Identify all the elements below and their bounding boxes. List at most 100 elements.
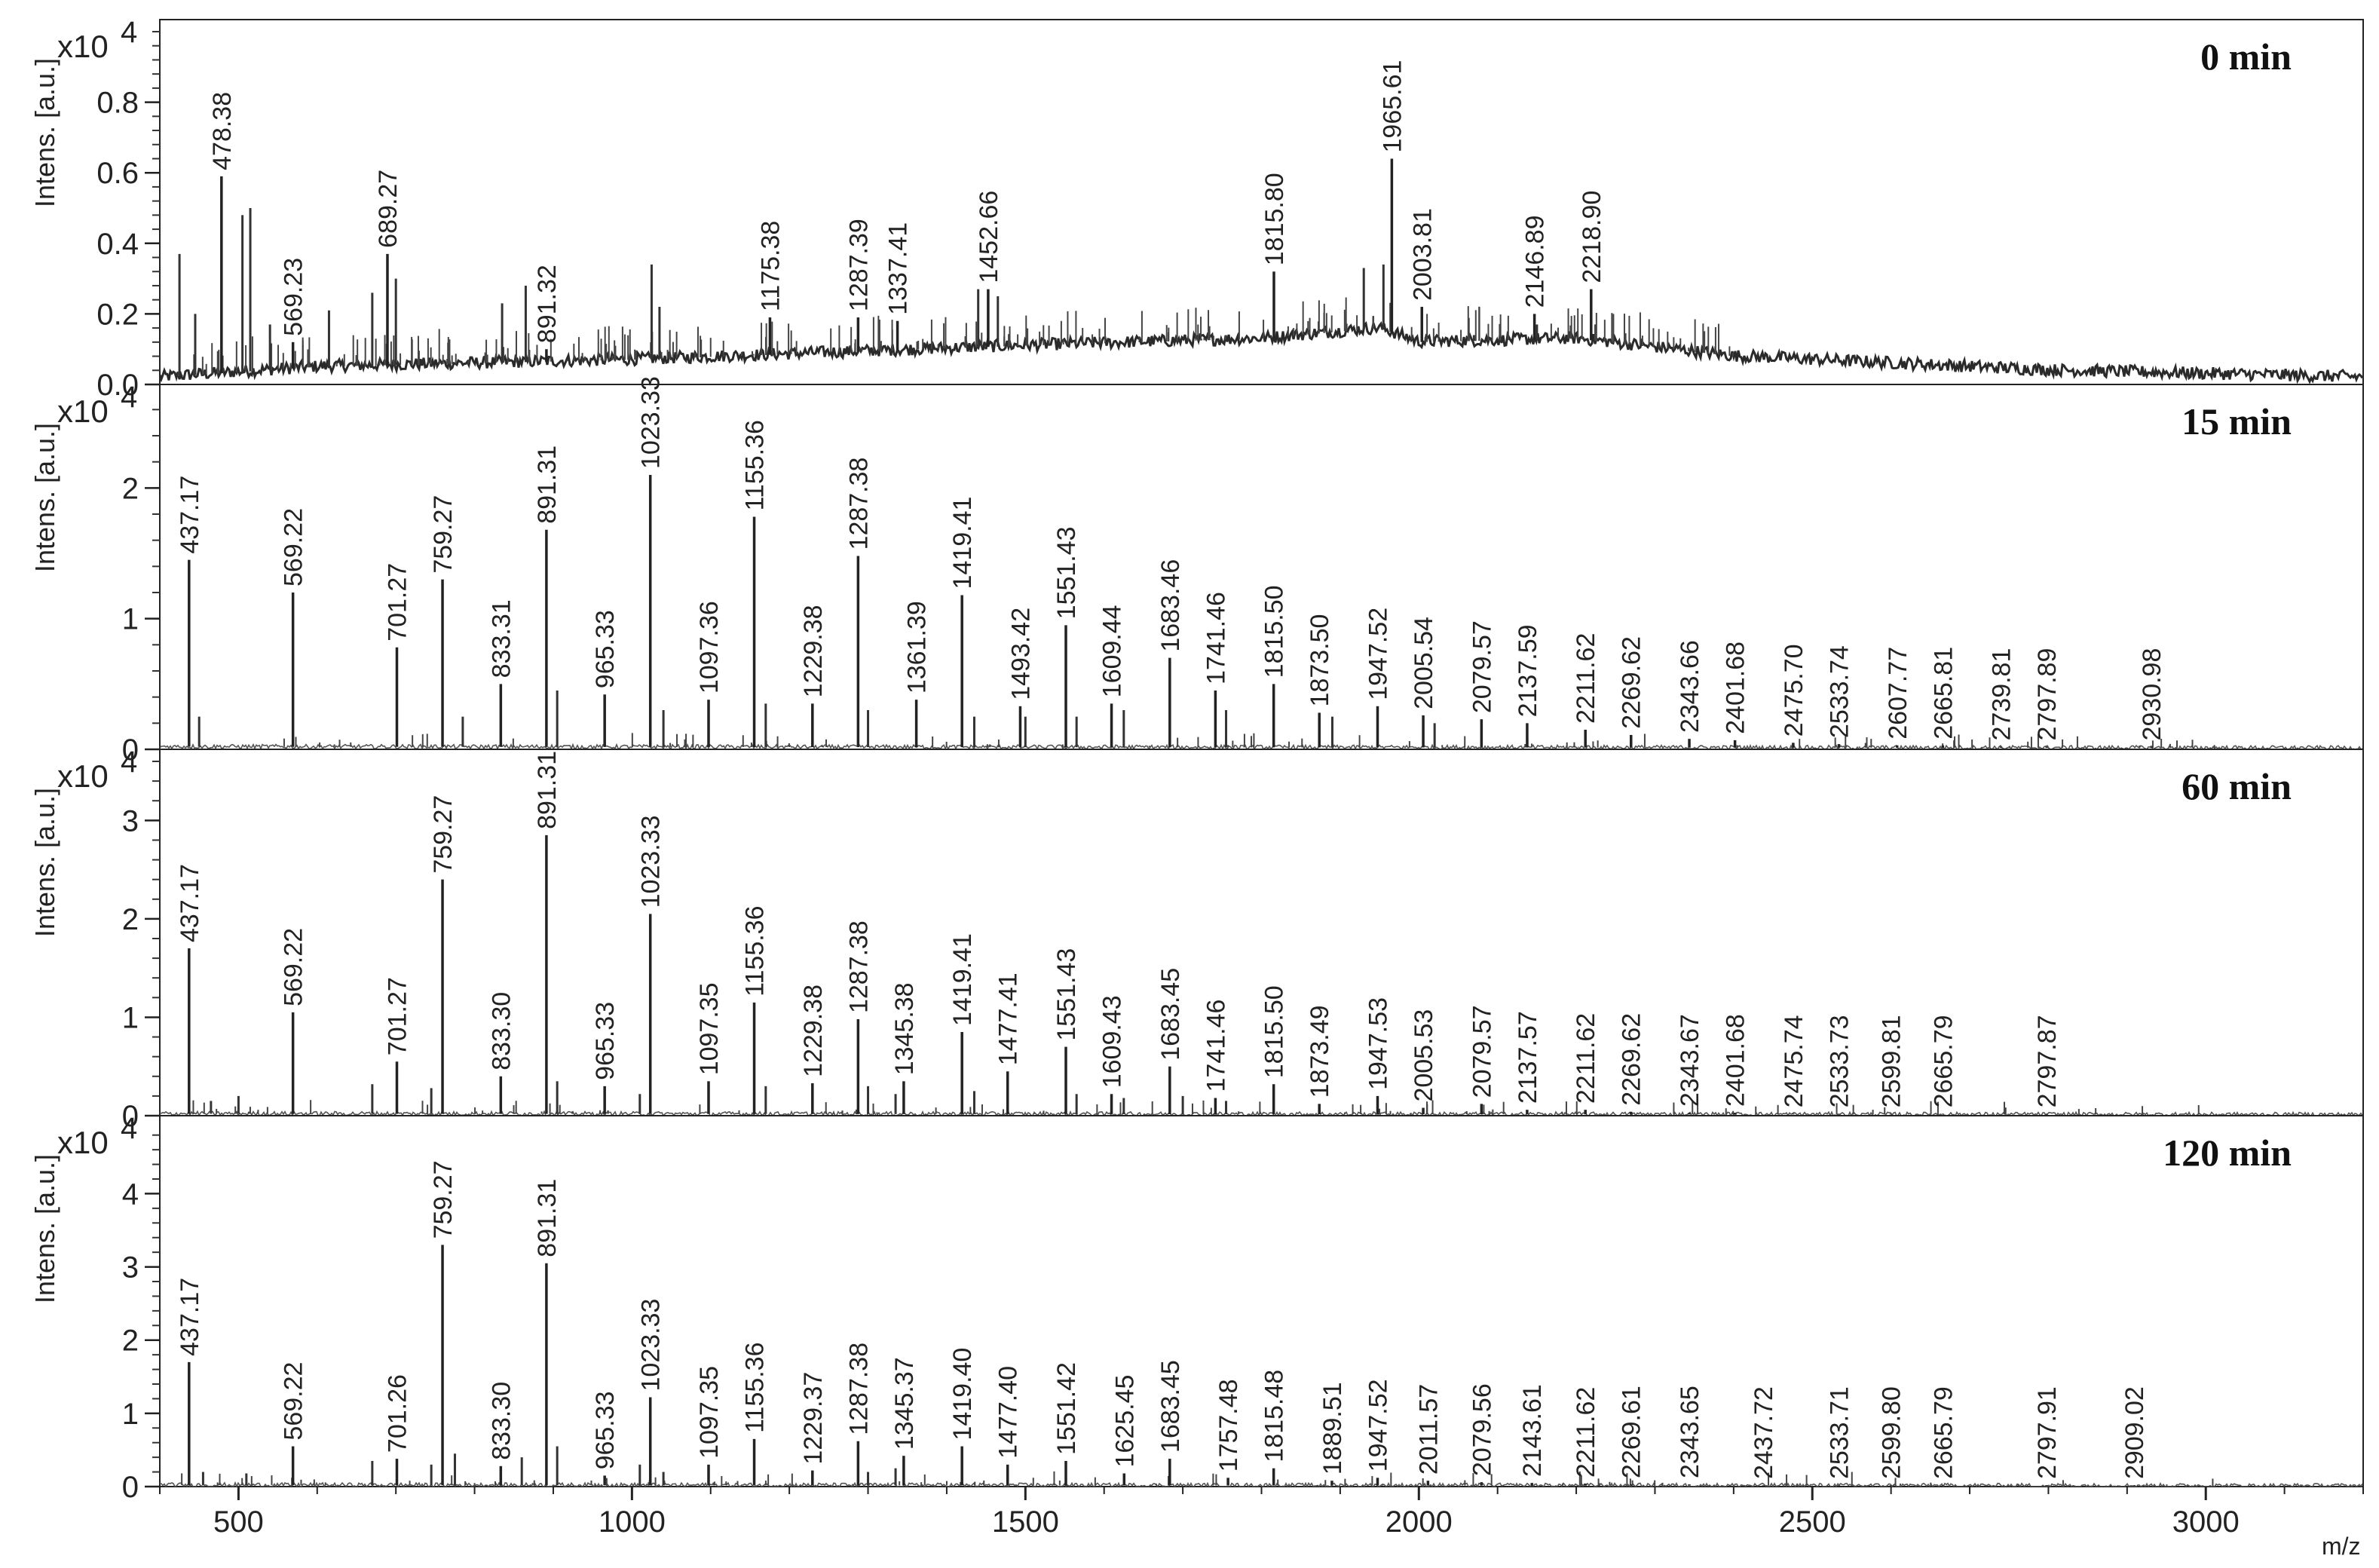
peak-label: 1097.35 <box>695 1366 724 1459</box>
peak-label: 2475.74 <box>1780 1015 1808 1107</box>
peak-label: 1947.52 <box>1364 1379 1393 1472</box>
x-tick-label: 3000 <box>2172 1505 2240 1539</box>
peak-label: 1097.36 <box>695 601 724 694</box>
y-multiplier-exponent: 4 <box>121 381 137 414</box>
peak-label: 1287.39 <box>844 219 873 311</box>
y-tick-label: 0 <box>122 733 139 767</box>
peak-label: 2269.62 <box>1618 1013 1646 1106</box>
peak-label: 2599.81 <box>1877 1015 1906 1107</box>
peak-label: 2005.54 <box>1410 617 1438 709</box>
peak-label: 1155.36 <box>741 420 770 510</box>
peak-label: 2797.89 <box>2033 648 2062 741</box>
y-multiplier: x10 <box>57 758 109 794</box>
peak-label: 2143.61 <box>1518 1384 1547 1477</box>
y-tick-label: 0.8 <box>96 87 139 120</box>
peak-label: 2930.98 <box>2138 648 2166 741</box>
peak-label: 1965.61 <box>1378 60 1407 153</box>
peak-label: 891.31 <box>533 446 562 524</box>
peak-label: 1625.45 <box>1110 1375 1139 1468</box>
peak-label: 2146.89 <box>1521 215 1550 308</box>
peak-label: 2137.57 <box>1514 1011 1542 1104</box>
peak-label: 1683.46 <box>1156 559 1185 652</box>
peak-label: 965.33 <box>591 1002 620 1080</box>
peak-label: 2607.77 <box>1884 647 1912 740</box>
peak-label: 891.32 <box>533 265 562 343</box>
spectrum-panel-1: 0 1 2 Intens. [a.u.]x10 4 15 min 437.17 569.22 7… <box>29 376 2364 767</box>
peak-label: 1155.36 <box>741 905 770 996</box>
y-multiplier-exponent: 4 <box>121 746 137 779</box>
y-multiplier: x10 <box>57 394 109 429</box>
peak-label: 1175.38 <box>756 221 785 311</box>
peak-label: 1889.51 <box>1318 1382 1347 1475</box>
peak-label: 1287.38 <box>844 458 873 550</box>
peak-label: 1229.37 <box>799 1372 828 1465</box>
peak-label: 2211.62 <box>1572 1387 1600 1478</box>
y-tick-label: 2 <box>122 1325 139 1358</box>
y-tick-label: 2 <box>122 903 139 936</box>
y-tick-label: 1 <box>122 1001 139 1034</box>
x-tick-label: 2500 <box>1779 1505 1846 1539</box>
peak-label: 1477.40 <box>994 1366 1023 1459</box>
peak-label: 2475.70 <box>1780 644 1808 737</box>
peak-label: 1345.38 <box>890 982 919 1075</box>
y-tick-label: 0 <box>122 1100 139 1133</box>
peak-label: 891.31 <box>533 1179 562 1257</box>
spectrum-panel-0: 0.0 0.2 0.4 0.6 0.8 Intens. [a.u.]x10 4 0 min 47… <box>29 16 2364 402</box>
peak-label: 1683.45 <box>1156 968 1185 1061</box>
y-axis-label: Intens. [a.u.] <box>29 1154 60 1303</box>
peak-label: 2343.65 <box>1676 1386 1704 1478</box>
peak-label: 1947.53 <box>1364 997 1393 1090</box>
y-multiplier: x10 <box>57 1125 109 1160</box>
y-multiplier-exponent: 4 <box>121 16 137 49</box>
peak-label: 1023.33 <box>637 815 666 908</box>
spectrum-panel-2: 0 1 2 3 Intens. [a.u.]x10 4 60 min 437.17 569.22… <box>29 746 2364 1133</box>
peak-label: 891.31 <box>533 751 562 829</box>
x-tick-label: 1000 <box>599 1505 666 1539</box>
peak-label: 2533.71 <box>1825 1386 1854 1479</box>
peak-label: 437.17 <box>176 1278 204 1356</box>
peak-label: 569.22 <box>280 508 308 586</box>
y-tick-label: 2 <box>122 472 139 505</box>
peak-label: 1741.46 <box>1202 1000 1230 1092</box>
peak-label: 1815.50 <box>1260 985 1289 1078</box>
peak-label: 1815.80 <box>1260 173 1289 265</box>
x-tick-label: 1500 <box>992 1505 1059 1539</box>
peak-label: 759.27 <box>429 495 458 574</box>
peak-label: 1551.43 <box>1052 526 1081 619</box>
y-multiplier: x10 <box>57 29 109 64</box>
y-tick-label: 0.0 <box>96 369 139 402</box>
peak-label: 2269.61 <box>1618 1386 1646 1478</box>
x-axis: 500 1000 1500 2000 2500 3000 <box>159 1487 2364 1539</box>
peak-label: 2005.53 <box>1410 1009 1438 1102</box>
peak-label: 437.17 <box>176 864 204 942</box>
peak-label: 2343.66 <box>1676 640 1704 733</box>
peak-label: 759.27 <box>429 1160 458 1239</box>
peak-label: 2401.68 <box>1722 1014 1750 1107</box>
peak-label: 2011.57 <box>1414 1384 1443 1475</box>
peak-label: 2533.74 <box>1825 645 1854 738</box>
peak-label: 2343.67 <box>1676 1014 1704 1107</box>
peak-label: 437.17 <box>176 476 204 554</box>
baseline-noise <box>160 320 2363 384</box>
peak-label: 2003.81 <box>1408 208 1437 301</box>
peak-label: 833.30 <box>487 992 516 1070</box>
spectrum-panel-3: 0 1 2 3 4 Intens. [a.u.]x10 4 120 min 437.17 569.… <box>29 1112 2364 1504</box>
peak-label: 759.27 <box>429 795 458 874</box>
peak-label: 2401.68 <box>1722 642 1750 734</box>
y-tick-label: 0 <box>122 1471 139 1504</box>
peak-label: 1947.52 <box>1364 608 1393 700</box>
peak-label: 1741.46 <box>1202 592 1230 684</box>
baseline-noise <box>160 1481 2363 1487</box>
peak-label: 2909.02 <box>2120 1386 2149 1479</box>
peak-label: 1757.48 <box>1214 1379 1243 1472</box>
peak-label: 2437.72 <box>1750 1386 1778 1479</box>
peak-label: 1337.41 <box>884 222 913 315</box>
peak-label: 2269.62 <box>1618 636 1646 729</box>
peak-label: 2079.56 <box>1468 1383 1496 1476</box>
peak-label: 1023.33 <box>637 376 666 469</box>
peak-label: 2218.90 <box>1578 191 1606 283</box>
peak-label: 1287.38 <box>844 920 873 1013</box>
peak-label: 2599.80 <box>1877 1386 1906 1479</box>
peak-label: 1229.38 <box>799 985 828 1077</box>
peak-label: 1361.39 <box>903 601 932 694</box>
